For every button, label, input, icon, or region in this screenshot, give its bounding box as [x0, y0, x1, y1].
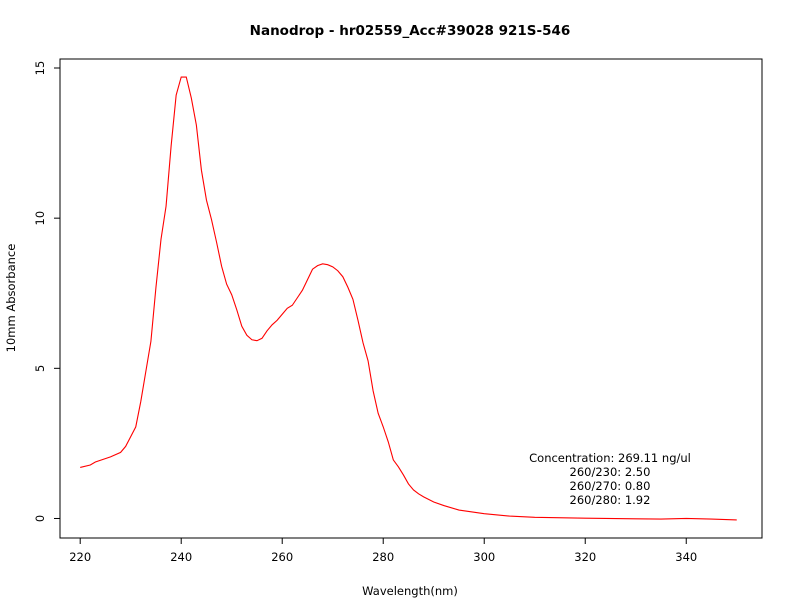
absorbance-series-line [80, 76, 737, 521]
plot-frame [59, 58, 763, 539]
chart-title: Nanodrop - hr02559_Acc#39028 921S-546 [250, 23, 571, 39]
y-axis: 0 5 10 15 [33, 61, 61, 522]
x-tick-label: 280 [372, 550, 394, 564]
x-tick-label: 320 [574, 550, 596, 564]
y-tick-label: 15 [33, 61, 47, 76]
x-tick-label: 220 [69, 550, 91, 564]
x-tick-label: 340 [675, 550, 697, 564]
annotation-concentration: Concentration: 269.11 ng/ul [529, 451, 691, 465]
concentration-annotation: Concentration: 269.11 ng/ul 260/230: 2.5… [529, 451, 691, 507]
y-axis-label: 10mm Absorbance [4, 244, 18, 353]
annotation-ratio-260-280: 260/280: 1.92 [570, 493, 651, 507]
x-axis: 220 240 260 280 300 320 340 [69, 537, 697, 564]
x-tick-label: 300 [473, 550, 495, 564]
y-tick-label: 0 [33, 515, 47, 522]
annotation-ratio-260-230: 260/230: 2.50 [570, 465, 651, 479]
y-tick-label: 10 [33, 211, 47, 226]
annotation-ratio-260-270: 260/270: 0.80 [570, 479, 651, 493]
x-axis-label: Wavelength(nm) [362, 584, 458, 598]
y-tick-label: 5 [33, 365, 47, 372]
x-tick-label: 260 [271, 550, 293, 564]
x-tick-label: 240 [170, 550, 192, 564]
